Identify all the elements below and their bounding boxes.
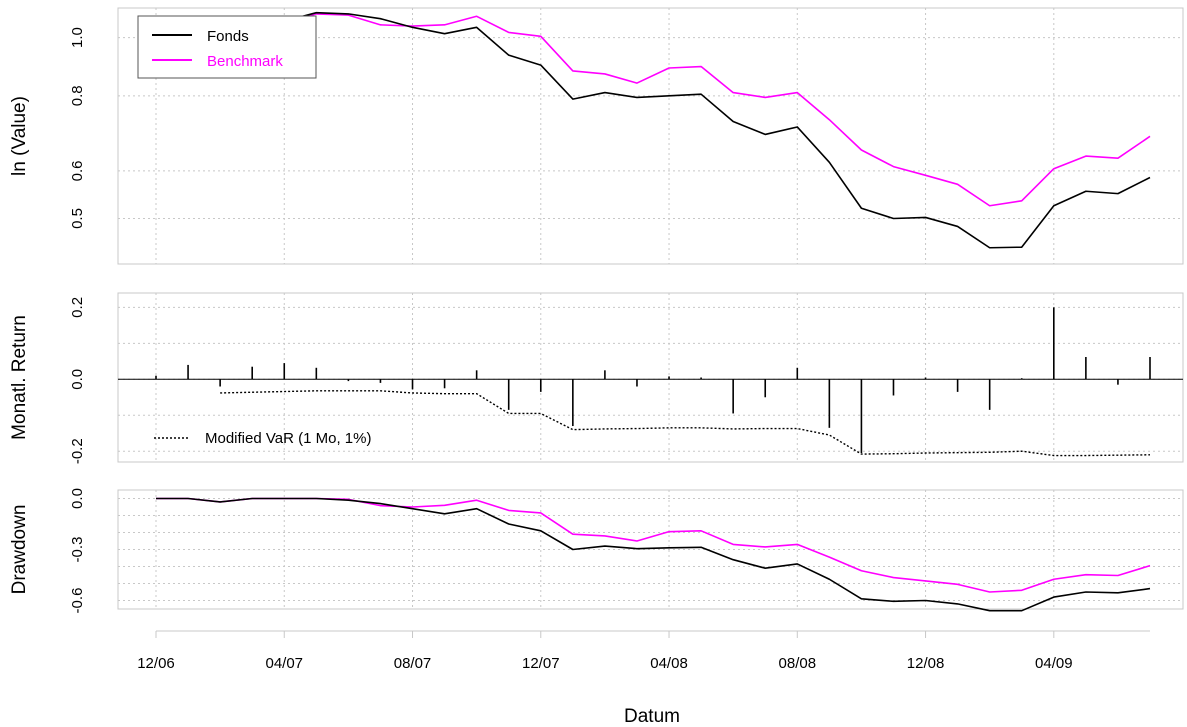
panel-value: 0.5 0.6 0.8 1.0 ln (Value) Fonds Benchmark — [9, 7, 1184, 265]
y-tick-label: -0.3 — [69, 537, 86, 563]
legend-label-var: Modified VaR (1 Mo, 1%) — [205, 430, 371, 447]
panel-frame — [117, 292, 1184, 463]
y-axis-label: Monatl. Return — [9, 315, 30, 440]
y-tick-label: -0.6 — [69, 588, 86, 614]
series-line-fonds — [155, 11, 1151, 249]
x-tick-label: 04/09 — [1035, 655, 1073, 672]
x-axis: 12/06 04/07 08/07 12/07 04/08 08/08 12/08 04/09 — [137, 630, 1150, 672]
x-tick-label: 08/07 — [394, 655, 432, 672]
panel-returns: -0.2 0.0 0.2 Monatl. Return Modified VaR (1 … — [9, 292, 1184, 464]
y-tick-label: 1.0 — [69, 27, 86, 48]
x-tick-label: 08/08 — [779, 655, 817, 672]
panel-frame — [117, 7, 1184, 265]
y-tick-label: 0.0 — [69, 488, 86, 509]
legend-box — [137, 15, 317, 79]
series-line-fonds — [156, 497, 1151, 612]
y-axis-label: Drawdown — [9, 505, 30, 595]
panel-drawdown: -0.6 -0.3 0.0 Drawdown — [9, 488, 1184, 614]
y-tick-label: 0.6 — [69, 160, 86, 181]
y-tick-label: 0.5 — [69, 208, 86, 229]
y-tick-label: -0.2 — [69, 438, 86, 464]
x-axis-label: Datum — [624, 706, 680, 727]
y-tick-label: 0.8 — [69, 85, 86, 106]
x-tick-label: 12/07 — [522, 655, 560, 672]
legend-label-benchmark: Benchmark — [207, 53, 283, 70]
x-tick-label: 12/06 — [137, 655, 175, 672]
x-tick-label: 04/08 — [650, 655, 688, 672]
legend-label-fonds: Fonds — [207, 28, 249, 45]
series-line-benchmark — [156, 497, 1151, 593]
y-axis-label: ln (Value) — [9, 96, 30, 176]
series-line-benchmark — [155, 13, 1151, 207]
y-tick-label: 0.2 — [69, 297, 86, 318]
x-tick-label: 12/08 — [907, 655, 945, 672]
x-tick-label: 04/07 — [265, 655, 303, 672]
y-tick-label: 0.0 — [69, 369, 86, 390]
